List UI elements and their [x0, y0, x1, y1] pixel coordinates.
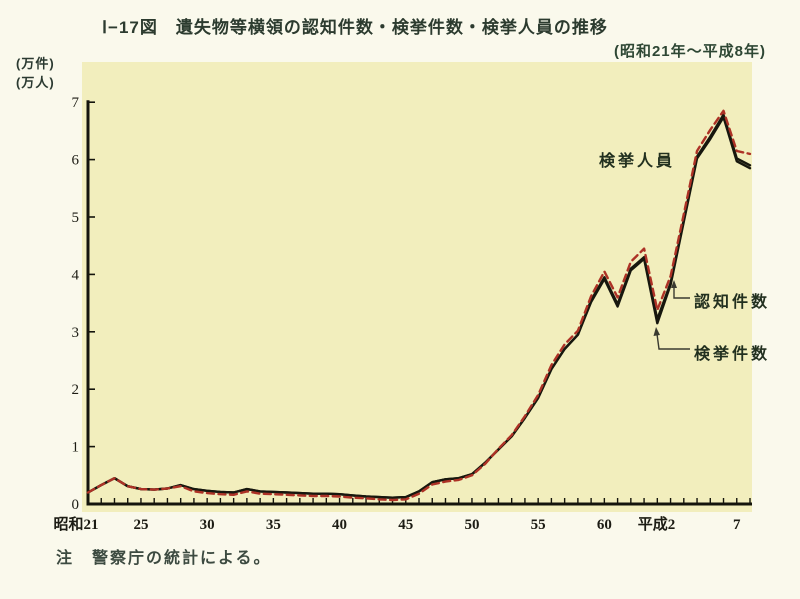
y-axis-tick-label: 4 — [72, 267, 80, 283]
x-axis-tick-label: 25 — [133, 517, 148, 533]
x-axis-tick-label: 平成2 — [638, 515, 676, 533]
y-axis-unit-persons: (万人) — [16, 75, 55, 90]
kenkyo-arrow-head — [653, 327, 660, 336]
x-axis-tick-label: 7 — [733, 517, 741, 533]
x-axis-tick-label: 45 — [398, 517, 413, 533]
y-axis-tick-label: 1 — [72, 440, 80, 456]
ninchi-arrow-head — [671, 280, 677, 288]
x-axis-tick-label: 50 — [464, 517, 479, 533]
y-axis-tick-label: 6 — [72, 153, 80, 169]
x-axis-tick-label: 35 — [266, 517, 281, 533]
x-axis-tick-label: 昭和21 — [53, 516, 98, 533]
x-axis-tick-label: 30 — [200, 517, 215, 533]
x-axis-tick-label: 40 — [332, 517, 347, 533]
source-note: 注 警察庁の統計による。 — [56, 550, 272, 567]
ninchi-arrow-line — [673, 286, 690, 299]
series-line-0 — [86, 113, 752, 499]
figure-subtitle: (昭和21年〜平成8年) — [613, 43, 766, 60]
y-axis-unit-cases: (万件) — [16, 56, 55, 71]
series-line-2 — [86, 109, 752, 502]
series-label-ninchi-kensu: 認知件数 — [694, 294, 771, 311]
plot-area — [82, 62, 752, 512]
axes — [86, 100, 752, 506]
kenkyo-arrow-line — [656, 333, 690, 350]
y-axis-tick-label: 0 — [72, 497, 80, 513]
figure-title: Ⅰ−17図 遺失物等横領の認知件数・検挙件数・検挙人員の推移 — [102, 18, 608, 37]
series-label-kenkyo-jinin: 検挙人員 — [599, 153, 676, 170]
series-label-kenkyo-kensu: 検挙件数 — [694, 346, 771, 363]
y-axis-tick-label: 7 — [72, 95, 80, 111]
x-axis-tick-label: 55 — [531, 517, 546, 533]
y-axis-tick-label: 2 — [72, 382, 80, 398]
y-axis-tick-label: 5 — [72, 210, 80, 226]
y-axis-tick-label: 3 — [72, 325, 80, 341]
x-axis-tick-label: 60 — [597, 517, 612, 533]
